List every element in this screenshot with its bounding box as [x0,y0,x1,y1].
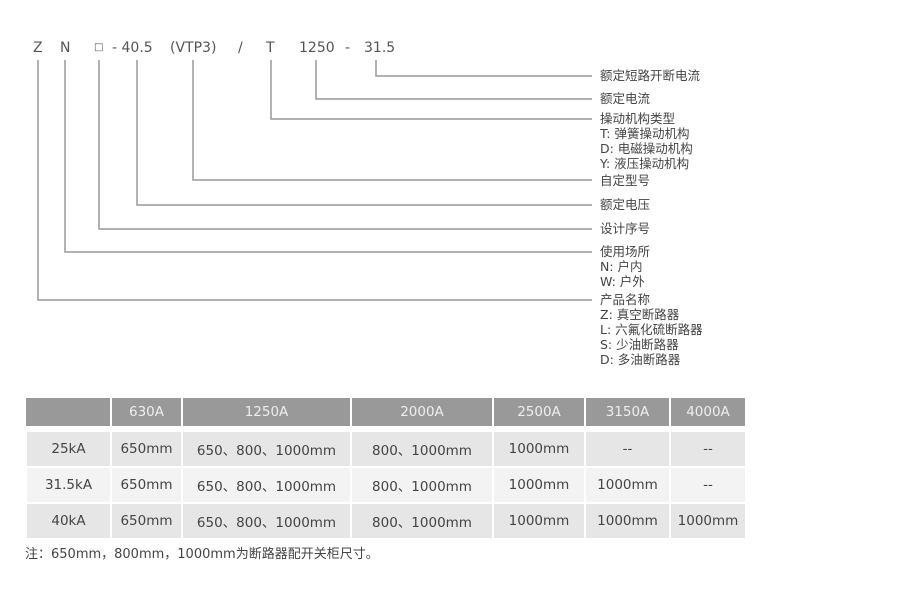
location-title: 使用场所 [600,244,651,259]
code-custom: (VTP3) [170,40,217,56]
table-cell: 1000mm [492,430,586,468]
label-rated-voltage: 额定电压 [600,197,651,212]
table-cell: 1000mm [492,466,586,504]
header-cell: 3150A [584,398,671,428]
table-cell: 1000mm [492,502,586,540]
table-header: 630A 1250A 2000A 2500A 3150A 4000A [26,398,747,428]
table-cell: 31.5kA [25,466,112,504]
table-cell: -- [584,430,671,468]
table-cell: -- [669,466,747,504]
table-cell: 650、800、1000mm [181,466,352,504]
code-breaking: 31.5 [364,40,396,56]
code-slash: / [238,40,243,56]
connector-lines [37,60,592,301]
line-breaking [375,60,592,77]
table-row: 31.5kA 650mm 650、800、1000mm 800、1000mm 1… [25,466,747,504]
line-voltage [136,60,592,206]
code-z: Z [33,40,43,56]
label-design-number: 设计序号 [600,221,651,236]
header-cell [26,398,112,428]
product-l: L: 六氟化硫断路器 [600,322,703,337]
code-n: N [60,40,71,56]
mech-y: Y: 液压操动机构 [600,156,690,171]
code-mech: T [266,40,275,56]
mech-t: T: 弹簧操动机构 [600,126,690,141]
location-w: W: 户外 [600,274,645,289]
line-custom [192,60,592,181]
header-cell: 630A [110,398,183,428]
table-cell: 650mm [110,430,183,468]
location-n: N: 户内 [600,259,643,274]
code-current: 1250 [299,40,335,56]
label-product: 产品名称 Z: 真空断路器 L: 六氟化硫断路器 S: 少油断路器 D: 多油断… [600,292,703,367]
table-note: 注：650mm，800mm，1000mm为断路器配开关柜尺寸。 [25,547,379,562]
code-dash: - [345,40,351,56]
product-title: 产品名称 [600,292,651,307]
line-mech [270,60,592,120]
header-cell: 2500A [492,398,586,428]
table-cell: 650、800、1000mm [181,430,352,468]
header-cell: 4000A [669,398,747,428]
label-breaking-current: 额定短路开断电流 [600,68,701,83]
table-cell: 650mm [110,502,183,540]
table-cell: 800、1000mm [350,466,494,504]
code-voltage: - 40.5 [112,40,153,56]
table-cell: 40kA [25,502,112,540]
table-cell: 1000mm [584,466,671,504]
mech-d: D: 电磁操动机构 [600,141,693,156]
table-cell: 1000mm [669,502,747,540]
table-row: 40kA 650mm 650、800、1000mm 800、1000mm 100… [25,502,747,540]
line-design [98,60,592,230]
code-box: □ [94,42,104,53]
header-cell: 1250A [181,398,352,428]
line-location [64,60,592,253]
label-mechanism: 操动机构类型 T: 弹簧操动机构 D: 电磁操动机构 Y: 液压操动机构 [600,111,693,171]
label-custom-model: 自定型号 [600,173,651,188]
size-table: 630A 1250A 2000A 2500A 3150A 4000A 25kA … [25,398,747,540]
header-cell: 2000A [350,398,494,428]
product-d: D: 多油断路器 [600,352,681,367]
product-z: Z: 真空断路器 [600,307,680,322]
table-cell: 650、800、1000mm [181,502,352,540]
mech-title: 操动机构类型 [600,111,676,126]
label-location: 使用场所 N: 户内 W: 户外 [600,244,650,289]
table-row: 25kA 650mm 650、800、1000mm 800、1000mm 100… [25,430,747,468]
table-cell: 1000mm [584,502,671,540]
table-cell: 800、1000mm [350,502,494,540]
label-rated-current: 额定电流 [600,91,651,106]
table-cell: -- [669,430,747,468]
table-cell: 25kA [25,430,112,468]
line-product [37,60,592,301]
line-current [315,60,592,100]
product-s: S: 少油断路器 [600,337,679,352]
table-cell: 800、1000mm [350,430,494,468]
table-cell: 650mm [110,466,183,504]
